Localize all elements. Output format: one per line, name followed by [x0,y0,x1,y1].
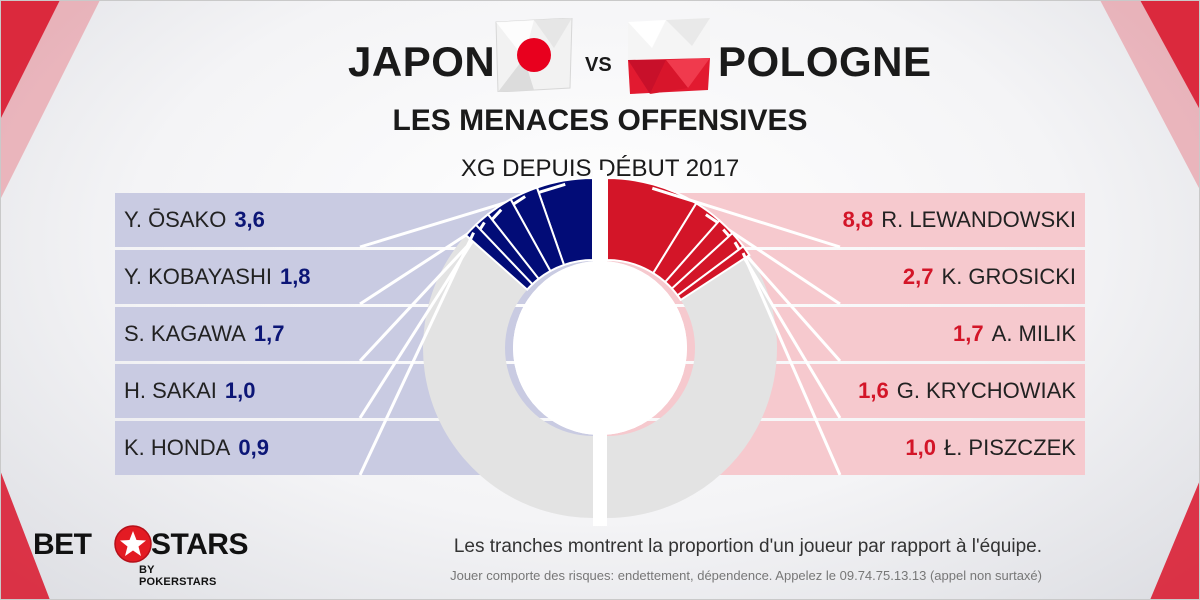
player-slice [464,223,534,292]
player-xg-value: 1,0 [224,378,256,403]
player-name: Ł. PISZCZEK [943,435,1076,460]
player-xg-value: 1,6 [858,378,889,403]
player-label-right: 1,6 G. KRYCHOWIAK [858,366,1076,416]
betstars-logo: BET STARS BY POKERSTARS [33,525,248,588]
donut-hole-cover [513,261,687,435]
japan-flag-icon [495,18,573,92]
player-label-left: K. HONDA 0,9 [124,423,269,473]
player-name: A. MILIK [991,321,1076,346]
player-name: Y. ŌSAKO [124,207,227,232]
logo-bet-text: BET [33,528,92,561]
player-name: G. KRYCHOWIAK [896,378,1076,403]
leader-line [651,186,841,249]
chart-title: LES MENACES OFFENSIVES [392,104,808,137]
player-label-left: S. KAGAWA 1,7 [124,309,284,359]
player-xg-value: 1,0 [905,435,936,460]
logo-subtitle: BY POKERSTARS [139,564,217,588]
header: JAPON VS POLOGNE [0,14,1200,94]
player-label-right: 2,7 K. GROSICKI [903,252,1076,302]
player-name: K. HONDA [124,435,231,460]
star-icon [114,525,152,563]
player-label-right: 1,0 Ł. PISZCZEK [905,423,1076,473]
player-name: H. SAKAI [124,378,217,403]
versus-label: VS [585,54,612,76]
player-label-left: Y. KOBAYASHI 1,8 [124,252,311,302]
player-name: K. GROSICKI [941,264,1076,289]
player-label-right: 1,7 A. MILIK [953,309,1076,359]
player-label-right: 8,8 R. LEWANDOWSKI [843,195,1076,245]
logo-stars-text: STARS [151,528,248,561]
player-xg-value: 1,7 [953,321,984,346]
team-left-name: JAPON [348,38,496,85]
team-remainder-slice [607,255,777,518]
player-xg-value: 1,7 [253,321,285,346]
player-slice [509,186,566,273]
player-slice [486,197,552,281]
team-remainder-slice [423,235,593,518]
player-label-left: Y. ŌSAKO 3,6 [124,195,265,245]
player-xg-value: 3,6 [234,207,265,232]
player-name: S. KAGAWA [124,321,246,346]
player-slice [676,244,751,302]
player-name: R. LEWANDOWSKI [881,207,1076,232]
poland-flag-icon [628,18,710,94]
slice-explanation-note: Les tranches montrent la proportion d'un… [453,536,1042,557]
player-xg-value: 2,7 [902,264,934,289]
team-right-name: POLOGNE [718,38,932,85]
player-xg-value: 1,8 [279,264,311,289]
gambling-disclaimer: Jouer comporte des risques: endettement,… [450,568,1042,583]
player-xg-value: 0,9 [238,435,269,460]
player-xg-value: 8,8 [842,207,874,232]
player-name: Y. KOBAYASHI [124,264,272,289]
leader-line [358,232,475,476]
leader-line [741,252,842,476]
player-label-left: H. SAKAI 1,0 [124,366,256,416]
